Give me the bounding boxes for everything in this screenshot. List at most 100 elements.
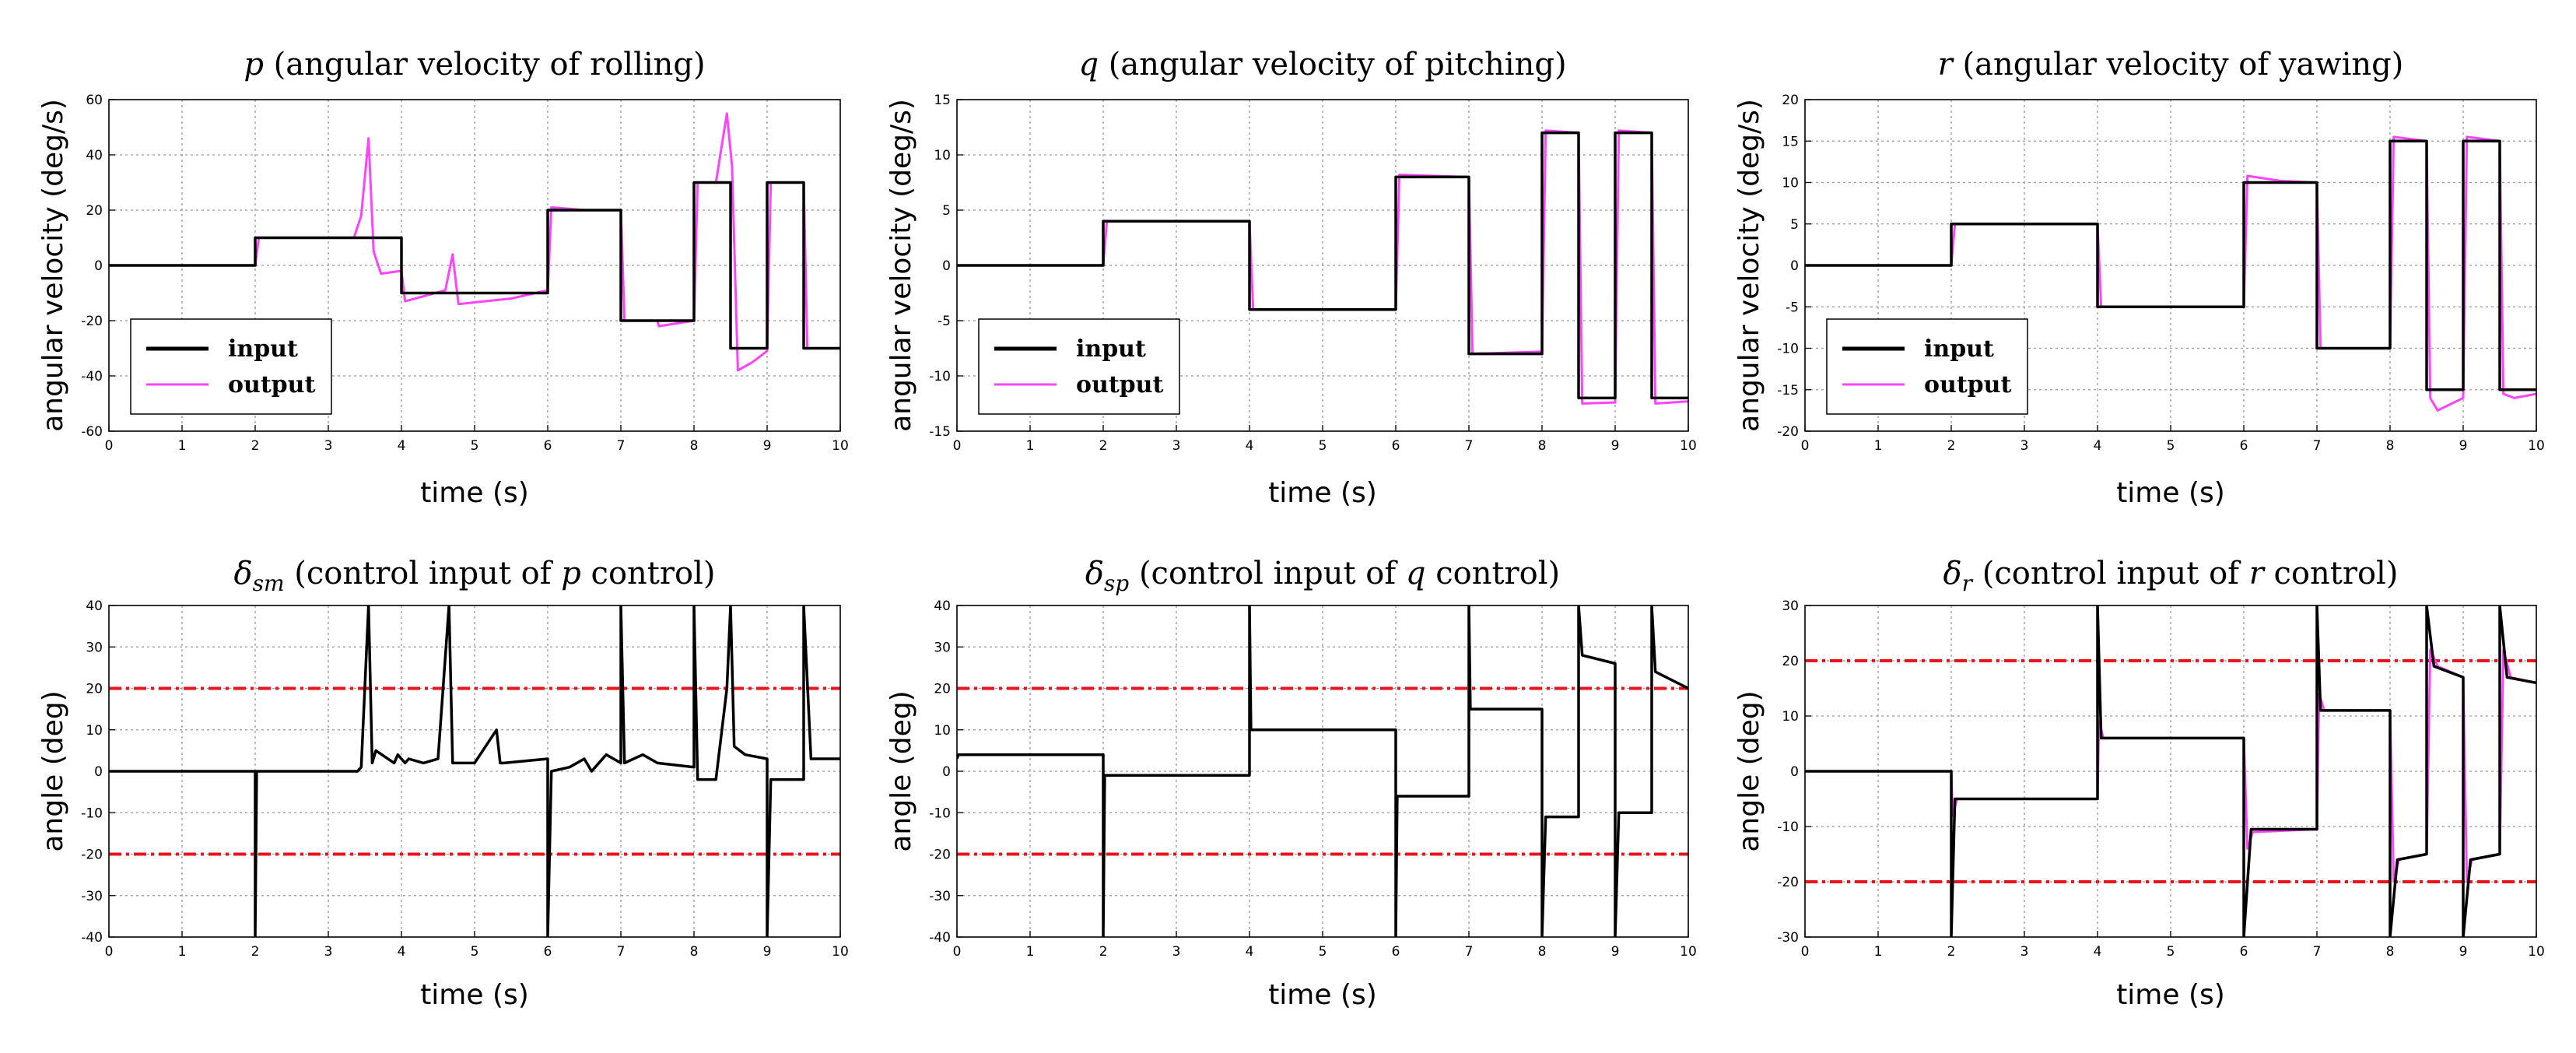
x-tick-label: 6 [1392,944,1400,960]
x-tick-label: 1 [1874,438,1883,454]
x-tick-label: 3 [2020,438,2029,454]
x-tick-label: 0 [1801,944,1810,960]
x-axis-label: time (s) [2116,979,2225,1011]
x-axis-label: time (s) [1268,477,1377,509]
y-tick-label: 20 [86,203,103,219]
y-axis-label: angle (deg) [885,690,917,851]
y-tick-label: 0 [94,258,103,274]
y-tick-label: 20 [1782,654,1799,669]
y-tick-label: -20 [1777,875,1799,890]
series-input [957,605,1688,937]
y-tick-label: 10 [1782,709,1799,725]
x-tick-label: 5 [2167,944,2175,960]
y-tick-label: -5 [938,314,951,329]
y-tick-label: 0 [942,258,951,274]
series-input [109,605,840,937]
x-tick-label: 1 [178,438,187,454]
x-tick-label: 10 [832,438,849,454]
x-tick-label: 5 [471,438,479,454]
x-tick-label: 0 [105,438,114,454]
x-tick-label: 3 [2020,944,2029,960]
x-tick-label: 4 [1246,438,1254,454]
x-tick-label: 5 [2167,438,2175,454]
y-tick-label: 10 [86,723,103,739]
chart-title: δsm (control input of p control) [234,556,716,596]
y-tick-label: 20 [86,682,103,697]
y-tick-label: 5 [1790,217,1799,233]
x-tick-label: 4 [398,438,406,454]
x-tick-label: 9 [2459,944,2468,960]
y-tick-label: 10 [934,723,951,739]
x-tick-label: 2 [1099,944,1108,960]
x-tick-label: 0 [1801,438,1810,454]
chart-3: 0 1 2 3 4 5 6 7 8 9 10 -20 -15 -10 -5 0 5 10 15 20 r (angula… [1733,47,2545,509]
y-tick-label: 60 [86,93,103,108]
y-tick-label: -10 [929,369,951,384]
y-tick-label: 0 [1790,258,1799,274]
x-tick-label: 4 [398,944,406,960]
legend-label-input: input [228,335,298,363]
y-tick-label: -20 [81,848,103,863]
x-tick-label: 7 [2313,438,2322,454]
y-axis-label: angular velocity (deg/s) [1733,99,1765,432]
y-tick-label: 5 [942,203,951,219]
x-tick-label: 0 [953,944,962,960]
x-tick-label: 9 [1611,438,1620,454]
chart-title: q (angular velocity of pitching) [1078,47,1566,82]
series-input [1805,605,2536,937]
x-tick-label: 5 [1319,944,1327,960]
x-tick-label: 8 [690,944,699,960]
x-tick-label: 2 [1099,438,1108,454]
series-input [957,131,1688,400]
x-tick-label: 5 [471,944,479,960]
x-tick-label: 10 [2528,438,2545,454]
chart-4: 0 1 2 3 4 5 6 7 8 9 10 -40 -30 -20 -10 0 10 20 30 40 δsm (co… [37,556,849,1011]
x-tick-label: 3 [1172,944,1181,960]
x-tick-label: 9 [2459,438,2468,454]
x-tick-label: 9 [1611,944,1620,960]
y-tick-label: -20 [1777,424,1799,440]
plot-frame [956,605,1689,938]
y-tick-label: 15 [934,93,951,108]
x-tick-label: 3 [324,944,333,960]
legend-box [1826,318,2028,415]
x-axis-label: time (s) [420,477,529,509]
x-tick-label: 10 [1680,438,1697,454]
y-tick-label: -40 [81,369,103,384]
x-tick-label: 0 [953,438,962,454]
x-tick-label: 1 [1026,438,1035,454]
x-tick-label: 7 [1465,944,1474,960]
chart-1: 0 1 2 3 4 5 6 7 8 9 10 -60 -40 -20 0 20 40 60 p (angular v… [37,47,849,509]
x-tick-label: 6 [544,944,552,960]
y-tick-label: 20 [934,682,951,697]
y-tick-label: -20 [81,314,103,329]
y-tick-label: -5 [1786,300,1799,315]
legend-label-output: output [228,371,315,398]
y-tick-label: -40 [81,930,103,946]
x-tick-label: 7 [617,944,626,960]
x-tick-label: 2 [1947,438,1956,454]
plot-frame [108,605,841,938]
plot-frame [108,99,841,432]
x-axis-label: time (s) [1268,979,1377,1011]
x-tick-label: 1 [178,944,187,960]
x-tick-label: 9 [763,944,772,960]
x-tick-label: 2 [1947,944,1956,960]
y-tick-label: 10 [1782,176,1799,191]
legend-label-output: output [1924,371,2011,398]
x-tick-label: 10 [2528,944,2545,960]
chart-title: δr (control input of r control) [1943,556,2399,596]
x-tick-label: 6 [2240,438,2248,454]
x-tick-label: 2 [251,944,260,960]
x-tick-label: 8 [2386,438,2395,454]
chart-6: 0 1 2 3 4 5 6 7 8 9 10 -30 -20 -10 0 10 20 30 δr (control … [1733,556,2545,1011]
y-tick-label: 15 [1782,134,1799,149]
x-axis-label: time (s) [420,979,529,1011]
y-tick-label: 10 [934,148,951,163]
chart-title: r (angular velocity of yawing) [1938,47,2404,82]
y-axis-label: angle (deg) [37,690,69,851]
legend-box [978,318,1180,415]
chart-5: 0 1 2 3 4 5 6 7 8 9 10 -40 -30 -20 -10 0 10 20 30 40 δsp (co… [885,556,1697,1011]
y-tick-label: 0 [1790,764,1799,780]
x-tick-label: 5 [1319,438,1327,454]
